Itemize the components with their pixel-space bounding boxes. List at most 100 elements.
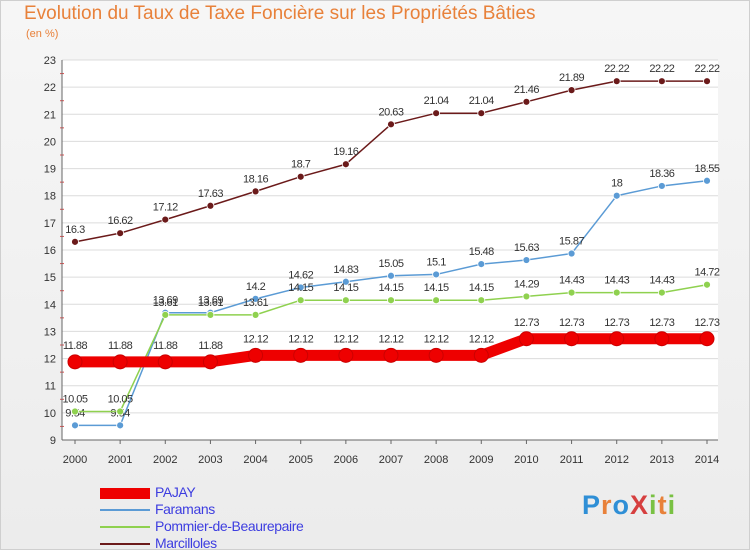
data-point [71,237,79,246]
y-tick-label: 9 [50,435,56,447]
data-point [657,288,666,297]
data-point [703,77,711,86]
data-label: 18.16 [243,173,268,185]
data-point [387,271,395,280]
data-label: 12.73 [694,317,719,329]
data-label: 14.2 [246,281,266,293]
data-label: 13.61 [153,297,178,309]
data-point [612,288,621,297]
data-point [248,347,264,363]
x-tick-label: 2002 [153,454,177,466]
y-tick-label: 21 [44,109,56,121]
data-label: 14.15 [378,282,403,294]
data-label: 21.04 [469,95,494,107]
data-label: 12.12 [378,333,403,345]
data-point [157,354,173,370]
y-tick-label: 10 [44,408,56,420]
data-point [338,347,354,363]
data-label: 12.73 [514,317,539,329]
data-point [116,421,125,430]
x-tick-label: 2006 [334,454,358,466]
data-label: 11.88 [198,340,223,352]
data-point [657,77,666,86]
data-point [477,109,486,118]
data-label: 14.15 [469,282,494,294]
data-point [202,354,218,370]
data-label: 20.63 [378,106,403,118]
data-point [116,407,125,416]
data-label: 10.05 [62,394,87,406]
y-tick-label: 23 [44,55,56,67]
data-point [567,86,576,95]
data-point [428,347,444,363]
proxiti-logo: ProXiti [582,490,676,521]
y-tick-label: 20 [44,136,56,148]
data-point [432,296,441,305]
y-tick-label: 17 [44,218,56,230]
data-label: 22.22 [649,63,674,75]
data-label: 18.36 [649,168,674,180]
data-point [67,354,83,370]
data-label: 21.04 [424,95,449,107]
x-tick-label: 2008 [424,454,448,466]
data-label: 12.73 [649,317,674,329]
data-point [161,215,170,224]
data-label: 14.62 [288,269,313,281]
x-tick-label: 2007 [379,454,403,466]
data-label: 21.46 [514,84,539,96]
data-point [251,310,260,319]
data-point [612,77,621,86]
data-point [341,296,350,305]
data-point [522,97,531,106]
data-label: 14.43 [559,275,584,287]
x-tick-label: 2005 [288,454,312,466]
data-label: 13.69 [198,295,223,307]
data-label: 15.05 [378,258,403,270]
data-point [703,176,711,185]
data-label: 15.48 [469,246,494,258]
data-label: 15.63 [514,242,539,254]
logo-letter: P [582,490,602,520]
data-label: 18 [611,178,623,190]
data-label: 11.88 [108,340,133,352]
data-point [567,288,576,297]
data-label: 12.12 [288,333,313,345]
data-label: 11.88 [153,340,178,352]
data-point [387,296,395,305]
legend-label: Pommier-de-Beaurepaire [155,518,304,534]
data-label: 19.16 [333,146,358,158]
data-point [341,277,350,286]
data-label: 14.43 [649,275,674,287]
data-label: 18.7 [291,159,311,171]
data-point [567,249,576,258]
data-point [522,256,531,264]
data-point [206,310,215,319]
y-tick-label: 15 [44,272,56,284]
chart-title: Evolution du Taux de Taxe Foncière sur l… [24,3,536,24]
data-label: 21.89 [559,72,584,84]
x-tick-label: 2003 [198,454,222,466]
data-label: 14.29 [514,278,539,290]
data-point [473,347,489,363]
legend-swatch [100,509,150,511]
data-point [206,201,215,210]
data-label: 10.05 [108,394,133,406]
legend-swatch [100,526,150,528]
data-label: 13.61 [198,297,223,309]
data-label: 14.72 [694,267,719,279]
data-point [296,172,305,181]
data-label: 14.83 [333,264,358,276]
y-tick-label: 19 [44,164,56,176]
chart-subtitle: (en %) [26,28,59,40]
logo-letter: o [612,490,631,520]
data-point [564,331,580,347]
legend-label: Faramans [155,501,215,517]
data-point [609,331,625,347]
legend-swatch [100,487,150,499]
data-label: 12.12 [333,333,358,345]
data-point [296,283,305,292]
data-label: 11.88 [63,340,88,352]
data-label: 12.12 [469,333,494,345]
data-point [387,120,395,129]
